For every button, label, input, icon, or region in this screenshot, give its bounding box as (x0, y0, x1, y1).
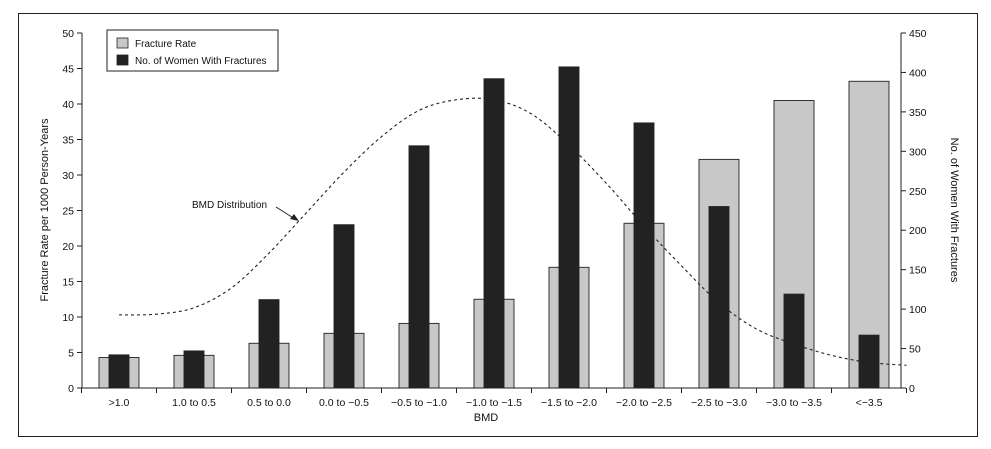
y-right-tick-label: 400 (909, 67, 927, 79)
y-right-tick-label: 250 (909, 186, 927, 198)
y-right-tick-label: 300 (909, 146, 927, 158)
legend-label-fracture-rate: Fracture Rate (135, 39, 197, 50)
legend-box (106, 29, 279, 72)
y-axis-right-title: No. of Women With Fractures (948, 138, 960, 283)
x-category-label: 0.5 to 0.0 (247, 397, 291, 409)
legend: Fracture Rate No. of Women With Fracture… (106, 29, 279, 72)
x-category-label: −1.0 to −1.5 (466, 397, 522, 409)
bar-women-with-fractures (108, 354, 130, 389)
bar-women-with-fractures (558, 66, 580, 389)
y-axis-left-title: Fracture Rate per 1000 Person-Years (39, 118, 51, 302)
bmd-distribution-label: BMD Distribution (192, 200, 267, 211)
y-right-tick-label: 350 (909, 107, 927, 119)
y-left-tick-label: 40 (62, 99, 74, 111)
y-left-tick-label: 20 (62, 241, 74, 253)
y-right-tick-label: 450 (909, 28, 927, 40)
curve-label-arrowhead (290, 214, 299, 221)
curve-annotation: BMD Distribution (192, 200, 299, 221)
x-category-label: −2.0 to −2.5 (616, 397, 672, 409)
legend-swatch-women-with-fractures (116, 54, 129, 66)
bar-women-with-fractures (633, 122, 655, 389)
x-category-label: −2.5 to −3.0 (691, 397, 747, 409)
x-category-label: −1.5 to −2.0 (541, 397, 597, 409)
bars-layer (98, 66, 890, 389)
legend-label-women-with-fractures: No. of Women With Fractures (135, 56, 267, 67)
y-right-tick-label: 0 (909, 383, 915, 395)
x-category-label: <−3.5 (856, 397, 883, 409)
bar-women-with-fractures (258, 299, 280, 389)
y-left-tick-label: 30 (62, 170, 74, 182)
y-right-tick-label: 150 (909, 265, 927, 277)
chart-frame (18, 13, 978, 437)
bar-women-with-fractures (783, 293, 805, 389)
x-axis-title: BMD (474, 412, 499, 424)
y-right-tick-label: 50 (909, 344, 921, 356)
y-left-tick-label: 0 (68, 383, 74, 395)
x-category-label: 1.0 to 0.5 (172, 397, 216, 409)
y-right-tick-label: 200 (909, 225, 927, 237)
y-left-tick-label: 15 (62, 277, 74, 289)
x-category-label: 0.0 to −0.5 (319, 397, 369, 409)
bar-women-with-fractures (483, 78, 505, 389)
y-left-tick-label: 50 (62, 28, 74, 40)
x-category-label: −0.5 to −1.0 (391, 397, 447, 409)
legend-swatch-fracture-rate (116, 37, 129, 49)
bar-women-with-fractures (408, 145, 430, 389)
axes-layer: 0 5 10 15 20 25 30 35 40 45 50 0 50 100 150 200 250 300 35… (62, 28, 926, 409)
y-left-tick-label: 10 (62, 312, 74, 324)
y-left-tick-label: 5 (68, 348, 74, 360)
bar-women-with-fractures (858, 334, 880, 389)
bar-women-with-fractures (183, 350, 205, 389)
y-right-tick-label: 100 (909, 304, 927, 316)
y-left-tick-label: 35 (62, 135, 74, 147)
bar-women-with-fractures (333, 224, 355, 389)
y-left-tick-label: 25 (62, 206, 74, 218)
x-category-label: >1.0 (109, 397, 130, 409)
y-left-tick-label: 45 (62, 64, 74, 76)
x-category-label: −3.0 to −3.5 (766, 397, 822, 409)
